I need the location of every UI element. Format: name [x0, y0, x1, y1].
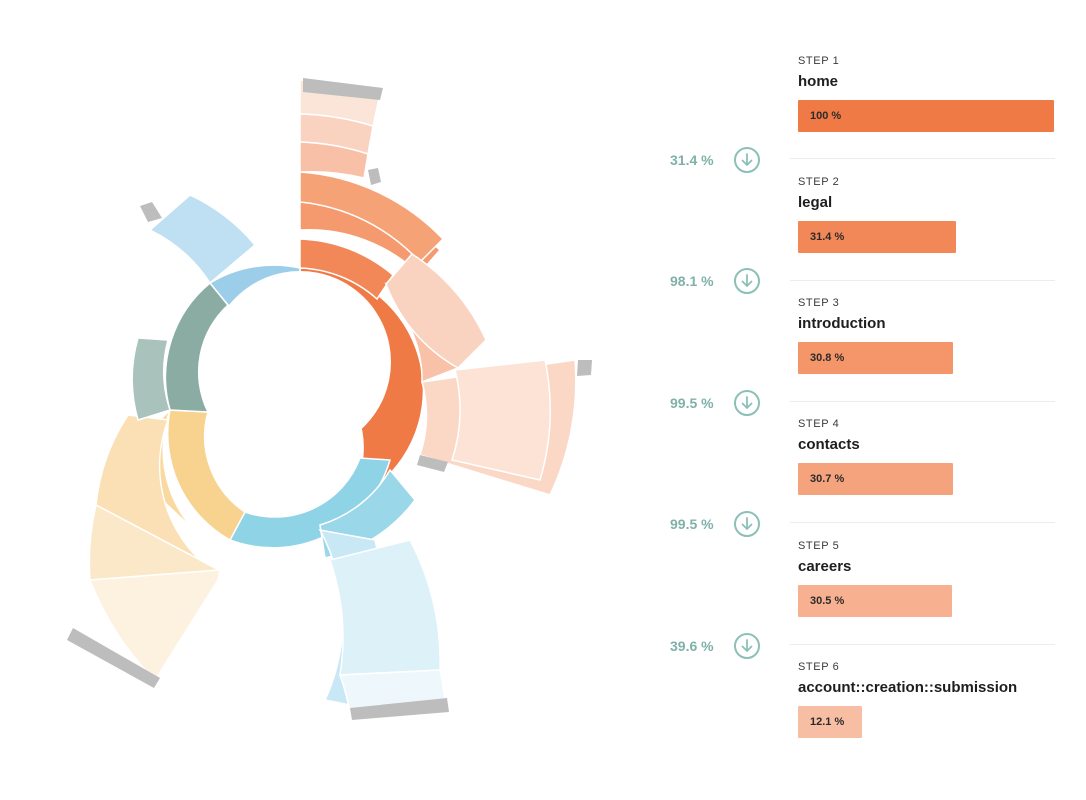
- conversion-value: 39.6 %: [670, 638, 714, 654]
- funnel-step-3[interactable]: STEP 3 introduction 30.8 %: [798, 297, 1086, 407]
- conversion-value: 99.5 %: [670, 395, 714, 411]
- funnel-divider: [790, 522, 1055, 523]
- step-number: STEP 3: [798, 297, 840, 309]
- step-page-name: legal: [798, 194, 833, 211]
- step-percentage: 30.8 %: [810, 352, 845, 364]
- step-progress-bar[interactable]: 30.5 %: [798, 585, 952, 617]
- conversion-value: 99.5 %: [670, 516, 714, 532]
- step-number: STEP 1: [798, 55, 840, 67]
- step-page-name: introduction: [798, 315, 886, 332]
- step-percentage: 12.1 %: [810, 716, 845, 728]
- step-progress-bar[interactable]: 100 %: [798, 100, 1054, 132]
- sunburst-gray-caps: [67, 78, 592, 720]
- sunburst-segment-teal[interactable]: [131, 281, 230, 421]
- funnel-step-4[interactable]: STEP 4 contacts 30.7 %: [798, 418, 1086, 528]
- sunburst-segment-yellow[interactable]: [88, 409, 246, 682]
- step-percentage: 30.7 %: [810, 473, 845, 485]
- arrow-down-circle-icon: [734, 511, 760, 537]
- conversion-value: 31.4 %: [670, 152, 714, 168]
- step-number: STEP 6: [798, 661, 840, 673]
- funnel-divider: [790, 280, 1055, 281]
- conversion-rate-2: 98.1 %: [660, 268, 762, 294]
- funnel-divider: [790, 401, 1055, 402]
- funnel-divider: [790, 644, 1055, 645]
- step-page-name: contacts: [798, 436, 860, 453]
- step-percentage: 100 %: [810, 110, 842, 122]
- step-percentage: 31.4 %: [810, 231, 845, 243]
- funnel-step-6[interactable]: STEP 6 account::creation::submission 12.…: [798, 661, 1086, 771]
- conversion-rate-5: 39.6 %: [660, 633, 762, 659]
- conversion-rate-4: 99.5 %: [660, 511, 762, 537]
- step-number: STEP 4: [798, 418, 840, 430]
- arrow-down-circle-icon: [734, 147, 760, 173]
- arrow-down-circle-icon: [734, 633, 760, 659]
- step-percentage: 30.5 %: [810, 595, 845, 607]
- step-page-name: home: [798, 73, 839, 90]
- step-page-name: account::creation::submission: [798, 679, 1018, 696]
- sunburst-segment-blue[interactable]: [228, 457, 446, 713]
- conversion-rate-1: 31.4 %: [660, 147, 762, 173]
- funnel-panel: STEP 1 home 100 % 31.4 % STEP 2 legal 31…: [660, 0, 1086, 800]
- funnel-step-5[interactable]: STEP 5 careers 30.5 %: [798, 540, 1086, 650]
- step-number: STEP 2: [798, 176, 840, 188]
- step-number: STEP 5: [798, 540, 840, 552]
- step-page-name: careers: [798, 558, 852, 575]
- funnel-step-1[interactable]: STEP 1 home 100 %: [798, 55, 1086, 165]
- arrow-down-circle-icon: [734, 390, 760, 416]
- step-progress-bar[interactable]: 30.7 %: [798, 463, 953, 495]
- conversion-value: 98.1 %: [670, 273, 714, 289]
- sunburst-chart[interactable]: [0, 0, 640, 800]
- step-progress-bar[interactable]: 12.1 %: [798, 706, 862, 738]
- funnel-step-2[interactable]: STEP 2 legal 31.4 %: [798, 176, 1086, 286]
- step-progress-bar[interactable]: 31.4 %: [798, 221, 956, 253]
- conversion-rate-3: 99.5 %: [660, 390, 762, 416]
- arrow-down-circle-icon: [734, 268, 760, 294]
- funnel-divider: [790, 158, 1055, 159]
- sunburst-segment-orange[interactable]: [299, 79, 577, 496]
- step-progress-bar[interactable]: 30.8 %: [798, 342, 953, 374]
